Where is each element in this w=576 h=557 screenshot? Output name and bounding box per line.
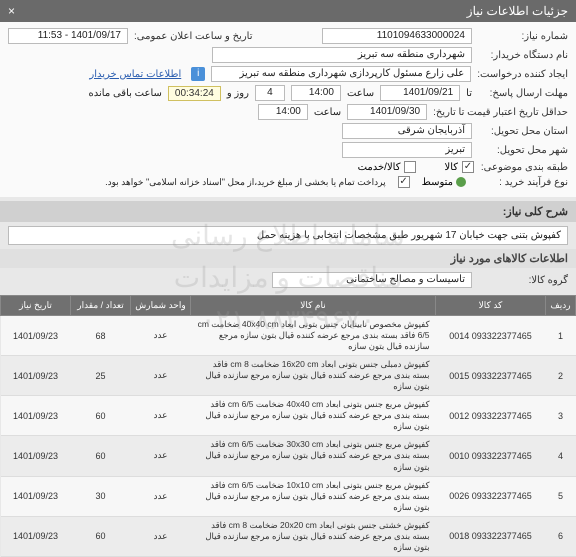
cell-unit: عدد [131,396,191,436]
reply-date: 1401/09/21 [380,85,460,101]
province-value: آذربایجان شرقی [342,123,472,139]
cell-qty: 60 [71,516,131,556]
reply-hour: 14:00 [291,85,341,101]
buyer-value: شهرداری منطقه سه تبریز [212,47,472,63]
credit-hour: 14:00 [258,104,308,120]
table-row[interactable]: 1093322377465 0014کفپوش مخصوص نابینایان … [1,316,576,356]
cell-unit: عدد [131,516,191,556]
cell-name: کفپوش خشتی جنس بتونی ابعاد 20x20 cm ضخام… [191,516,436,556]
goods-table: ردیف کد کالا نام کالا واحد شمارش تعداد /… [0,295,576,557]
days-label: روز و [227,88,249,99]
cell-code: 093322377465 0014 [436,316,546,356]
credit-date: 1401/09/30 [347,104,427,120]
goods-checkbox[interactable] [462,161,474,173]
process-label: نوع فرآیند خرید : [478,177,568,188]
days-value: 4 [255,85,285,101]
dot-icon [456,177,466,187]
cell-date: 1401/09/23 [1,476,71,516]
cell-date: 1401/09/23 [1,396,71,436]
th-date: تاریخ نیاز [1,296,71,316]
cell-unit: عدد [131,316,191,356]
cell-idx: 5 [546,476,576,516]
cell-idx: 6 [546,516,576,556]
cell-code: 093322377465 0026 [436,476,546,516]
reply-till: تا [466,88,472,99]
table-row[interactable]: 2093322377465 0015کفپوش دمبلی جنس بتونی … [1,356,576,396]
cell-unit: عدد [131,356,191,396]
cell-name: کفپوش مخصوص نابینایان جنس بتونی ابعاد 40… [191,316,436,356]
th-unit: واحد شمارش [131,296,191,316]
cell-name: کفپوش دمبلی جنس بتونی ابعاد 16x20 cm ضخا… [191,356,436,396]
close-icon[interactable]: × [8,4,15,18]
desc-text: کفپوش بتنی جهت خیابان 17 شهریور طبق مشخص… [8,226,568,245]
cell-code: 093322377465 0010 [436,436,546,476]
announce-value: 1401/09/17 - 11:53 [8,28,128,44]
process-medium-pill: متوسط [422,177,466,188]
goods-check-label: کالا [444,162,458,173]
th-qty: تعداد / مقدار [71,296,131,316]
cell-date: 1401/09/23 [1,516,71,556]
cell-idx: 3 [546,396,576,436]
cell-idx: 2 [546,356,576,396]
city-label: شهر محل تحویل: [478,145,568,156]
cell-name: کفپوش مربع جنس بتونی ابعاد 40x40 cm ضخام… [191,396,436,436]
payment-note: پرداخت تمام یا بخشی از مبلغ خرید،از محل … [105,177,385,188]
goods-section-title: اطلاعات کالاهای مورد نیاز [0,249,576,268]
group-label: گروه کالا: [478,275,568,286]
reply-deadline-label: مهلت ارسال پاسخ: [478,88,568,99]
cell-date: 1401/09/23 [1,356,71,396]
cell-qty: 30 [71,476,131,516]
buyer-label: نام دستگاه خریدار: [478,50,568,61]
form-panel: شماره نیاز: 1101094633000024 تاریخ و ساع… [0,22,576,197]
th-idx: ردیف [546,296,576,316]
table-row[interactable]: 5093322377465 0026کفپوش مربع جنس بتونی ا… [1,476,576,516]
city-value: تبریز [342,142,472,158]
cell-code: 093322377465 0015 [436,356,546,396]
cell-date: 1401/09/23 [1,316,71,356]
hour-label-1: ساعت [347,88,374,99]
requester-label: ایجاد کننده درخواست: [477,69,568,80]
th-code: کد کالا [436,296,546,316]
th-name: نام کالا [191,296,436,316]
payment-checkbox[interactable] [398,176,410,188]
requester-value: علی زارع مسئول کارپردازی شهرداری منطقه س… [211,66,471,82]
window-title: جزئیات اطلاعات نیاز [467,4,568,18]
province-label: استان محل تحویل: [478,126,568,137]
cell-qty: 68 [71,316,131,356]
contact-link[interactable]: اطلاعات تماس خریدار [89,69,181,80]
cell-code: 093322377465 0018 [436,516,546,556]
need-no-label: شماره نیاز: [478,31,568,42]
cell-date: 1401/09/23 [1,436,71,476]
cell-name: کفپوش مربع جنس بتونی ابعاد 30x30 cm ضخام… [191,436,436,476]
hour-label-2: ساعت [314,107,341,118]
announce-label: تاریخ و ساعت اعلان عمومی: [134,31,253,42]
need-no-value: 1101094633000024 [322,28,472,44]
cell-qty: 60 [71,436,131,476]
remaining-label: ساعت باقی مانده [89,88,162,99]
info-icon[interactable]: i [191,67,205,81]
cell-idx: 1 [546,316,576,356]
cell-code: 093322377465 0012 [436,396,546,436]
cell-qty: 60 [71,396,131,436]
service-check-label: کالا/خدمت [358,162,401,173]
cell-unit: عدد [131,436,191,476]
cell-unit: عدد [131,476,191,516]
table-row[interactable]: 3093322377465 0012کفپوش مربع جنس بتونی ا… [1,396,576,436]
credit-label: حداقل تاریخ اعتبار قیمت تا تاریخ: [433,107,568,118]
window-header: جزئیات اطلاعات نیاز × [0,0,576,22]
table-row[interactable]: 6093322377465 0018کفپوش خشتی جنس بتونی ا… [1,516,576,556]
cell-name: کفپوش مربع جنس بتونی ابعاد 10x10 cm ضخام… [191,476,436,516]
cell-qty: 25 [71,356,131,396]
desc-section-title: شرح کلی نیاز: [0,201,576,222]
cell-idx: 4 [546,436,576,476]
countdown-timer: 00:34:24 [168,86,221,101]
group-value: تاسیسات و مصالح ساختمانی [272,272,472,288]
subject-label: طبقه بندی موضوعی: [478,162,568,173]
service-checkbox[interactable] [404,161,416,173]
table-row[interactable]: 4093322377465 0010کفپوش مربع جنس بتونی ا… [1,436,576,476]
